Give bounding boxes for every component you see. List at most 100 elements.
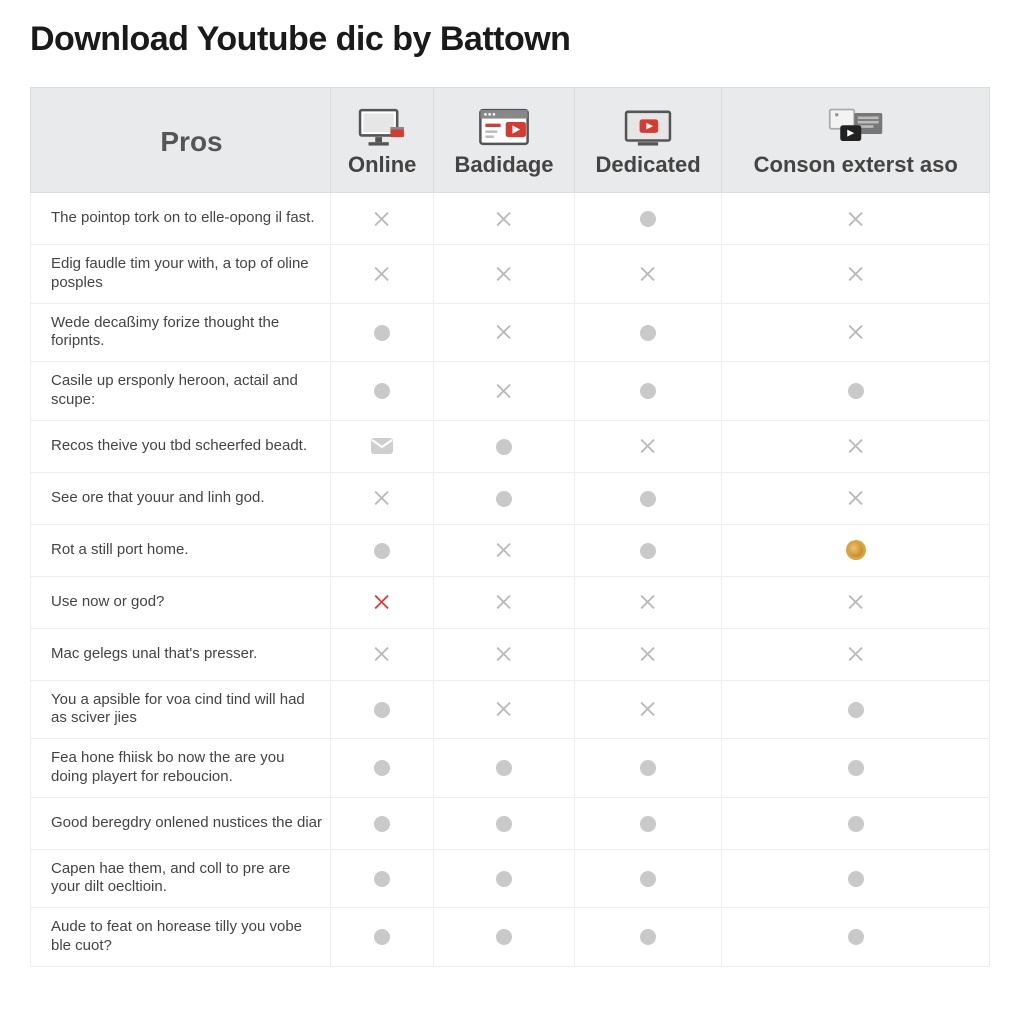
row-cell [574,680,722,739]
row-cell [722,193,990,245]
row-cell [574,303,722,362]
cross-icon [493,643,515,665]
dot-icon [496,871,512,887]
dot-icon [848,760,864,776]
table-body: The pointop tork on to elle-opong il fas… [31,193,990,967]
row-cell [331,245,434,304]
dot-icon [848,816,864,832]
dot-icon [640,816,656,832]
cross-icon [845,263,867,285]
row-cell [722,908,990,967]
browser-play-icon [442,106,565,148]
row-cell [434,680,574,739]
emoji-icon [846,540,866,560]
monitor-icon [339,106,425,148]
row-cell [574,193,722,245]
table-row: The pointop tork on to elle-opong il fas… [31,193,990,245]
cross-icon [637,591,659,613]
row-cell [331,908,434,967]
table-row: Wede decaßimy forize thought the foripnt… [31,303,990,362]
row-label: Edig faudle tim your with, a top of olin… [31,245,331,304]
row-cell [722,628,990,680]
header-col-online: Online [331,88,434,193]
row-cell [434,739,574,798]
row-cell [331,680,434,739]
table-row: Good beregdry onlened nustices the diar [31,797,990,849]
row-cell [331,472,434,524]
dot-icon [374,325,390,341]
row-label: Use now or god? [31,576,331,628]
row-cell [722,362,990,421]
row-cell [574,797,722,849]
dot-icon [640,760,656,776]
cross-icon [371,208,393,230]
row-cell [574,420,722,472]
row-cell [434,362,574,421]
dot-icon [374,383,390,399]
cross-icon [845,321,867,343]
table-row: You a apsible for voa cind tind will had… [31,680,990,739]
cross-icon [371,643,393,665]
row-cell [574,908,722,967]
table-row: See ore that youur and linh god. [31,472,990,524]
row-cell [434,849,574,908]
cross-icon [845,487,867,509]
row-label: Capen hae them, and coll to pre are your… [31,849,331,908]
row-cell [331,739,434,798]
dot-icon [640,383,656,399]
row-cell [434,576,574,628]
dot-icon [640,491,656,507]
table-row: Mac gelegs unal that's presser. [31,628,990,680]
dot-icon [848,702,864,718]
row-label: Casile up ersponly heroon, actail and sc… [31,362,331,421]
cross-icon [845,643,867,665]
row-label: See ore that youur and linh god. [31,472,331,524]
dot-icon [374,871,390,887]
row-cell [331,524,434,576]
row-label: You a apsible for voa cind tind will had… [31,680,331,739]
screen-play-icon [583,106,714,148]
cross-icon [493,263,515,285]
row-cell [722,245,990,304]
table-row: Recos theive you tbd scheerfed beadt. [31,420,990,472]
cross-icon [637,263,659,285]
cross-icon [493,321,515,343]
dot-icon [640,211,656,227]
row-label: Rot a still port home. [31,524,331,576]
header-col-dedicated: Dedicated [574,88,722,193]
row-cell [434,524,574,576]
cross-icon [637,643,659,665]
table-row: Capen hae them, and coll to pre are your… [31,849,990,908]
row-cell [722,576,990,628]
row-cell [331,849,434,908]
cross-icon [493,539,515,561]
cross-icon [845,208,867,230]
cross-icon [637,435,659,457]
row-cell [722,849,990,908]
row-cell [434,628,574,680]
dot-icon [374,543,390,559]
table-header-row: Pros Online [31,88,990,193]
row-cell [574,524,722,576]
dot-icon [640,543,656,559]
dot-icon [374,816,390,832]
header-col-conson: Conson exterst aso [722,88,990,193]
cross-icon [371,487,393,509]
row-cell [331,193,434,245]
row-label: Aude to feat on horease tilly you vobe b… [31,908,331,967]
row-cell [434,193,574,245]
cross-icon [845,591,867,613]
cross-icon [493,698,515,720]
header-col-label: Conson exterst aso [754,152,958,177]
row-cell [722,472,990,524]
table-row: Edig faudle tim your with, a top of olin… [31,245,990,304]
dot-icon [496,760,512,776]
row-cell [331,303,434,362]
table-row: Rot a still port home. [31,524,990,576]
dot-icon [848,871,864,887]
dot-icon [374,760,390,776]
row-cell [574,628,722,680]
header-col-label: Badidage [455,152,554,177]
cross-icon [845,435,867,457]
row-cell [434,420,574,472]
